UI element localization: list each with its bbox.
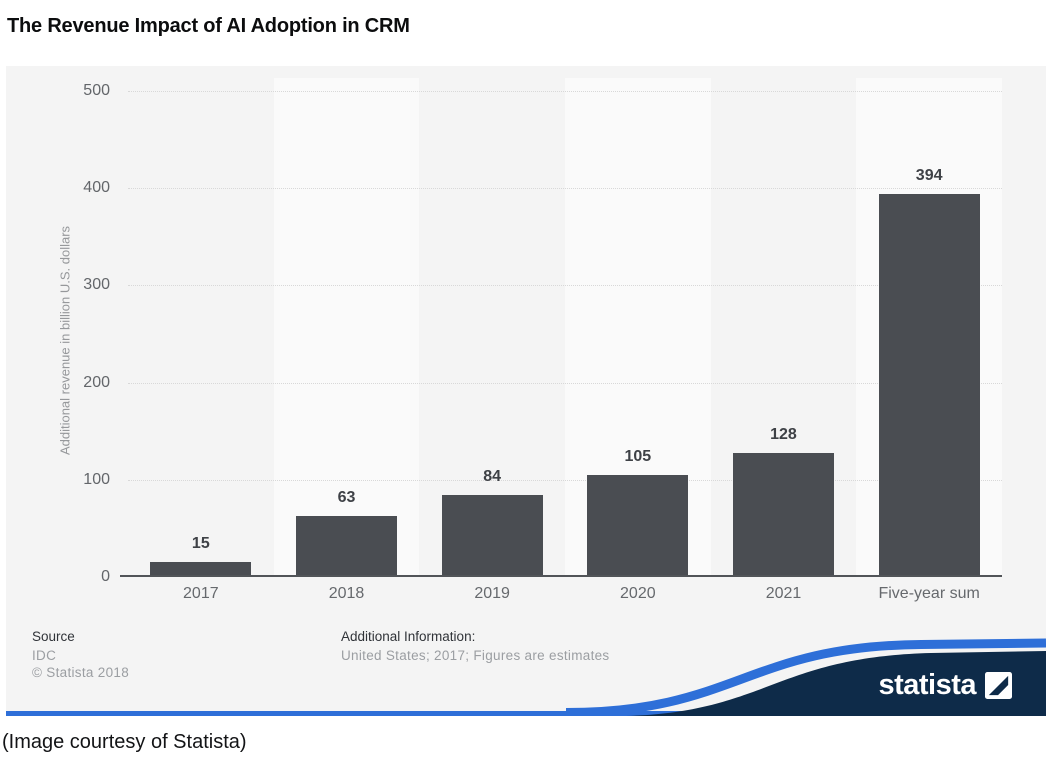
y-tick-200: 200	[83, 373, 110, 391]
bar-value-2021: 128	[770, 426, 797, 443]
swoosh-navy-fill	[626, 651, 1046, 716]
statista-logo-text: statista	[878, 669, 976, 701]
bar-value-2018: 63	[337, 489, 356, 506]
statista-logo[interactable]: statista	[878, 669, 1012, 701]
bar-value-2020: 105	[624, 448, 652, 465]
additional-info-value: United States; 2017; Figures are estimat…	[341, 648, 610, 663]
copyright-text: © Statista 2018	[32, 665, 130, 680]
statista-swoosh-graphic	[6, 638, 1046, 716]
y-tick-500: 500	[83, 82, 110, 99]
bar-five-year-sum[interactable]	[878, 194, 980, 577]
x-label-five-year-sum: Five-year sum	[878, 585, 980, 602]
card-bottom-accent-bar	[6, 711, 1046, 716]
page-title: The Revenue Impact of AI Adoption in CRM	[7, 15, 410, 37]
gridline-200	[128, 382, 1002, 384]
statista-chart-card: Additional revenue in billion U.S. dolla…	[6, 66, 1046, 716]
y-tick-400: 400	[83, 179, 110, 197]
source-block: Source IDC © Statista 2018	[32, 628, 129, 681]
x-label-2017: 2017	[183, 585, 219, 602]
bar-value-five-year-sum: 394	[915, 167, 943, 184]
gridline-500	[128, 91, 1002, 92]
gridline-100	[128, 479, 1002, 481]
plot-band-2018	[273, 78, 420, 577]
plot-area: 0 100 200 300 400 500 15 2017 63 2018 84 2019 105 202…	[6, 66, 1046, 716]
x-label-2018: 2018	[328, 585, 365, 602]
swoosh-blue-curve	[565, 638, 1046, 716]
gridline-300	[128, 285, 1002, 287]
y-tick-0: 0	[101, 568, 110, 585]
x-label-2021: 2021	[765, 585, 802, 602]
x-label-2020: 2020	[620, 585, 656, 602]
bar-value-2017: 15	[191, 535, 210, 552]
image-caption: (Image courtesy of Statista)	[2, 731, 247, 753]
statista-logo-mark	[985, 671, 1012, 699]
bar-2020[interactable]	[587, 475, 689, 577]
bar-2017[interactable]	[150, 562, 252, 577]
bar-value-2019: 84	[483, 468, 502, 485]
gridline-400	[128, 188, 1002, 190]
x-axis-line	[120, 575, 1002, 577]
source-value: IDC	[32, 648, 57, 663]
bar-2021[interactable]	[733, 453, 834, 577]
source-label: Source	[32, 629, 75, 644]
x-label-2019: 2019	[474, 585, 510, 602]
y-tick-300: 300	[83, 276, 110, 294]
additional-info-block: Additional Information: United States; 2…	[341, 628, 609, 664]
additional-info-label: Additional Information:	[341, 629, 476, 644]
bar-2018[interactable]	[296, 516, 397, 577]
bar-2019[interactable]	[441, 495, 543, 577]
y-tick-100: 100	[83, 470, 110, 488]
